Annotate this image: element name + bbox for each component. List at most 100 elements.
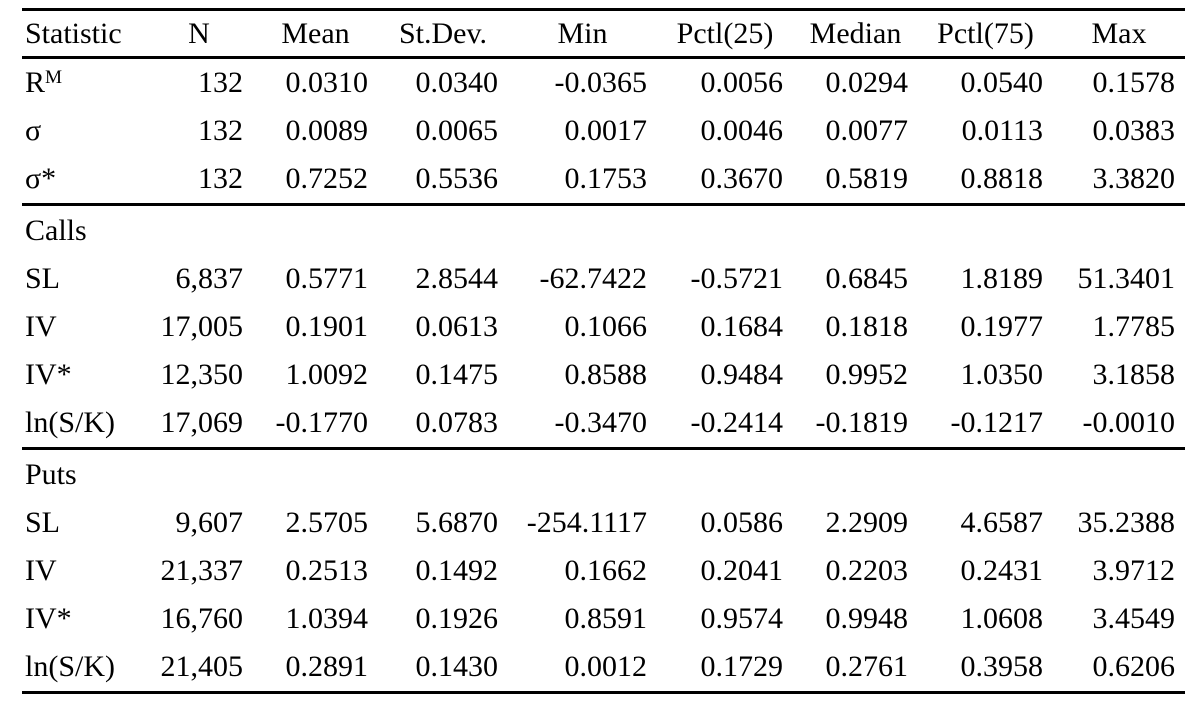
table-row: σ 132 0.0089 0.0065 0.0017 0.0046 0.0077 0.0113… — [22, 107, 1185, 155]
cell-median: 0.5819 — [825, 162, 909, 195]
cell-mean: 0.0310 — [285, 66, 369, 99]
cell-pctl25: 0.0586 — [700, 506, 784, 539]
cell-stdev: 0.0613 — [415, 310, 499, 343]
cell-max: 3.4549 — [1092, 602, 1176, 635]
cell-mean: 1.0394 — [285, 602, 369, 635]
cell-max: 0.0383 — [1092, 114, 1176, 147]
cell-mean: 0.0089 — [285, 114, 369, 147]
cell-pctl75: 0.2431 — [960, 554, 1044, 587]
table-row: RM 132 0.0310 0.0340 -0.0365 0.0056 0.0294 0.05… — [22, 58, 1185, 108]
column-header-n: N — [145, 9, 253, 59]
cell-pctl75: 0.0113 — [961, 114, 1043, 147]
cell-min: 0.1662 — [564, 554, 648, 587]
row-label-text: IV* — [25, 602, 72, 635]
cell-n: 21,337 — [160, 554, 244, 587]
table-row: IV* 12,350 1.0092 0.1475 0.8588 0.9484 0.9952 1… — [22, 351, 1185, 399]
cell-median: 0.9948 — [825, 602, 909, 635]
row-label-text: IV — [25, 310, 57, 343]
cell-min: -0.0365 — [554, 66, 648, 99]
cell-stdev: 0.0783 — [415, 406, 499, 439]
column-header-pctl25: Pctl(25) — [657, 9, 793, 59]
cell-mean: 0.7252 — [285, 162, 369, 195]
cell-stdev: 0.1430 — [415, 650, 499, 683]
cell-mean: 0.2513 — [285, 554, 369, 587]
cell-n: 16,760 — [160, 602, 244, 635]
cell-pctl75: 4.6587 — [960, 506, 1044, 539]
cell-median: -0.1819 — [815, 406, 909, 439]
row-label: σ* — [22, 155, 145, 205]
cell-pctl25: 0.2041 — [700, 554, 784, 587]
cell-pctl25: -0.5721 — [690, 262, 784, 295]
cell-n: 17,005 — [160, 310, 244, 343]
cell-min: 0.8591 — [564, 602, 648, 635]
cell-max: 3.1858 — [1092, 358, 1176, 391]
cell-stdev: 5.6870 — [415, 506, 499, 539]
row-label: IV — [22, 303, 145, 351]
row-label: ln(S/K) — [22, 643, 145, 693]
cell-median: 0.0294 — [825, 66, 909, 99]
row-label: σ — [22, 107, 145, 155]
row-label-text: σ — [25, 114, 42, 147]
cell-max: 1.7785 — [1092, 310, 1176, 343]
cell-median: 2.2909 — [825, 506, 909, 539]
cell-median: 0.2761 — [825, 650, 909, 683]
cell-pctl75: -0.1217 — [950, 406, 1044, 439]
cell-max: 0.1578 — [1092, 66, 1176, 99]
cell-median: 0.2203 — [825, 554, 909, 587]
cell-pctl25: 0.1684 — [700, 310, 784, 343]
cell-mean: 0.2891 — [285, 650, 369, 683]
cell-stdev: 0.0340 — [415, 66, 499, 99]
cell-min: -254.1117 — [526, 506, 647, 539]
section-label: Calls — [22, 203, 1185, 255]
cell-pctl25: 0.1729 — [700, 650, 784, 683]
cell-pctl75: 0.0540 — [960, 66, 1044, 99]
row-label: ln(S/K) — [22, 399, 145, 449]
cell-median: 0.0077 — [825, 114, 909, 147]
cell-min: -62.7422 — [539, 262, 648, 295]
table-body: RM 132 0.0310 0.0340 -0.0365 0.0056 0.0294 0.05… — [22, 58, 1185, 693]
row-label-text: ln(S/K) — [25, 650, 115, 683]
cell-n: 132 — [198, 66, 243, 99]
table-row: σ* 132 0.7252 0.5536 0.1753 0.3670 0.5819 0.881… — [22, 155, 1185, 205]
cell-pctl75: 1.0350 — [960, 358, 1044, 391]
column-header-median: Median — [793, 9, 918, 59]
cell-pctl75: 0.8818 — [960, 162, 1044, 195]
row-label-text: IV — [25, 554, 57, 587]
column-header-mean: Mean — [253, 9, 378, 59]
column-header-min: Min — [508, 9, 657, 59]
row-label: RM — [22, 58, 145, 108]
cell-pctl75: 1.0608 — [960, 602, 1044, 635]
document-page: Statistic N Mean St.Dev. Min Pctl(25) Median Pc… — [0, 8, 1200, 710]
table-row: SL 9,607 2.5705 5.6870 -254.1117 0.0586 2.2909… — [22, 499, 1185, 547]
cell-mean: 0.5771 — [285, 262, 369, 295]
cell-pctl25: 0.9574 — [700, 602, 784, 635]
cell-n: 9,607 — [175, 506, 244, 539]
table-header-row: Statistic N Mean St.Dev. Min Pctl(25) Median Pc… — [22, 9, 1185, 59]
cell-n: 132 — [198, 162, 243, 195]
table-row: IV* 16,760 1.0394 0.1926 0.8591 0.9574 0.9948 1… — [22, 595, 1185, 643]
cell-min: 0.8588 — [564, 358, 648, 391]
cell-pctl25: 0.9484 — [700, 358, 784, 391]
section-label: Puts — [22, 447, 1185, 499]
table-row: ln(S/K) 17,069 -0.1770 0.0783 -0.3470 -0.2414… — [22, 399, 1185, 449]
row-label-text: IV* — [25, 358, 72, 391]
column-header-max: Max — [1053, 9, 1185, 59]
table-row: IV 21,337 0.2513 0.1492 0.1662 0.2041 0.2203 0.… — [22, 547, 1185, 595]
cell-max: 3.9712 — [1092, 554, 1176, 587]
cell-stdev: 0.5536 — [415, 162, 499, 195]
cell-min: 0.0017 — [564, 114, 648, 147]
cell-median: 0.1818 — [825, 310, 909, 343]
cell-pctl75: 1.8189 — [960, 262, 1044, 295]
cell-n: 6,837 — [175, 262, 244, 295]
cell-min: -0.3470 — [554, 406, 648, 439]
cell-stdev: 0.1926 — [415, 602, 499, 635]
cell-n: 17,069 — [160, 406, 244, 439]
cell-pctl75: 0.3958 — [960, 650, 1044, 683]
table-row: SL 6,837 0.5771 2.8544 -62.7422 -0.5721 0.6845… — [22, 255, 1185, 303]
cell-mean: -0.1770 — [275, 406, 369, 439]
cell-min: 0.1753 — [564, 162, 648, 195]
cell-max: -0.0010 — [1082, 406, 1176, 439]
summary-statistics-table: Statistic N Mean St.Dev. Min Pctl(25) Median Pc… — [22, 8, 1185, 694]
cell-pctl25: 0.0056 — [700, 66, 784, 99]
row-label-text: SL — [25, 262, 61, 295]
